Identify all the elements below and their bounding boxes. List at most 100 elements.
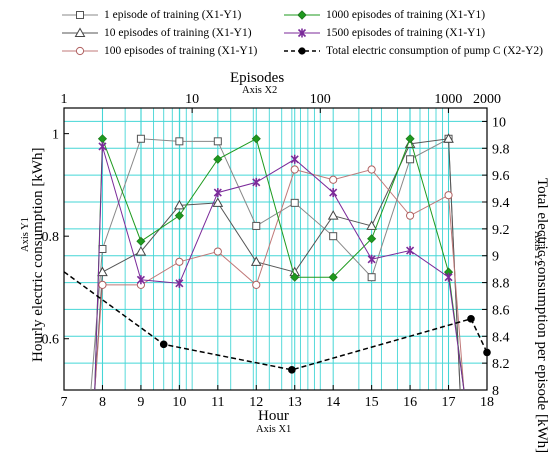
data-point [405,211,415,220]
data-point [288,366,296,374]
chart-grid [64,108,487,390]
x1-tick-label: 7 [61,395,68,410]
series-3 [94,165,465,391]
legend-label: 10 episodes of training (X1-Y1) [104,27,252,39]
x1-tick-label: 14 [326,395,340,410]
y1-axis-title: Hourly electric consumption [kWh] [30,147,46,362]
legend-marker-filled-circle [284,47,320,55]
data-point [444,191,453,200]
x1-tick-label: 8 [99,395,106,410]
x1-tick-label: 15 [365,395,379,410]
legend-label: 100 episodes of training (X1-Y1) [104,45,258,57]
series-line [94,146,465,391]
data-point [444,272,453,282]
data-point [405,134,415,144]
data-point [175,137,184,146]
y2-tick-label: 8.4 [492,330,510,345]
data-point [213,137,222,146]
data-point [136,134,145,143]
series-layer [63,133,491,391]
x2-axis-subtitle: Axis X2 [242,85,278,96]
legend-label: 1 episode of training (X1-Y1) [104,9,242,21]
data-point [135,246,147,256]
data-point [175,278,184,288]
data-point [251,134,261,144]
x2-tick-label: 100 [310,92,331,107]
y2-tick-label: 9.8 [492,142,510,157]
y2-axis-title: Total electric consumption per episode [… [534,178,550,453]
y2-tick-label: 9.2 [492,223,510,238]
data-point [290,154,299,164]
x1-axis-subtitle: Axis X1 [256,424,292,435]
data-point [483,348,491,357]
y2-tick-label: 9.4 [492,196,510,211]
series-line [94,138,461,391]
legend-marker-open-triangle [62,27,98,37]
data-point [213,188,222,198]
legend-marker-open-square [62,11,98,19]
x2-tick-label: 1000 [434,92,462,107]
x1-tick-label: 16 [403,395,417,410]
data-point [443,133,454,143]
data-point [174,211,184,221]
data-point [252,177,261,187]
data-point [367,165,376,174]
x1-tick-label: 18 [480,395,494,410]
x1-tick-label: 17 [442,395,456,410]
series-line [94,137,465,391]
data-point [366,220,377,230]
y2-axis-subtitle: Axis Y2 [532,231,543,266]
data-point [174,199,185,210]
data-point [329,232,338,241]
y2-tick-label: 8.6 [492,303,510,318]
y1-tick-label: 0.6 [42,333,60,348]
data-point [367,254,376,264]
legend-marker-open-circle [62,46,98,56]
data-point [327,210,339,220]
data-point [97,266,108,277]
data-point [159,340,168,349]
y2-tick-label: 8.8 [492,277,510,292]
x2-tick-label: 10 [185,92,199,107]
data-point [467,315,475,323]
y2-tick-label: 9 [492,250,499,265]
data-point [367,273,376,282]
series-1 [90,134,461,391]
data-point [406,246,415,256]
data-point [290,198,299,207]
x1-tick-label: 12 [249,395,263,410]
series-5 [94,141,465,391]
x1-tick-label: 9 [137,395,144,410]
legend-label: 1000 episodes of training (X1-Y1) [326,9,486,21]
legend-marker-filled-diamond [284,10,320,20]
y1-tick-label: 1 [52,128,59,143]
data-point [98,245,107,253]
data-point [212,197,224,207]
plot-frame [63,107,488,391]
data-point [213,154,223,164]
x1-axis-title: Hour [258,408,289,424]
data-point [252,280,261,289]
legend-marker-star [284,28,320,38]
y1-tick-label: 0.8 [42,230,60,245]
data-point [328,272,338,282]
x1-tick-label: 13 [288,395,302,410]
data-point [213,247,222,256]
data-point [290,272,300,282]
data-point [250,256,262,266]
y2-tick-label: 8.2 [492,357,510,372]
data-point [329,188,338,198]
series-line [90,137,461,391]
x2-tick-label: 2000 [473,92,501,107]
y2-tick-label: 10 [492,115,506,130]
data-point [97,134,108,144]
legend-label: 1500 episodes of training (X1-Y1) [326,27,486,39]
x1-tick-label: 11 [211,395,224,410]
y2-tick-label: 8 [492,384,499,399]
series-pump-c [63,271,491,374]
ticks-layer: 7 8 9 10 11 12 13 14 15 16 17 18 1 10 100 1000 2000 0.6 0.… [42,92,510,410]
data-point [136,236,146,246]
data-point [136,275,145,285]
data-point [98,280,107,289]
series-line [63,271,488,371]
